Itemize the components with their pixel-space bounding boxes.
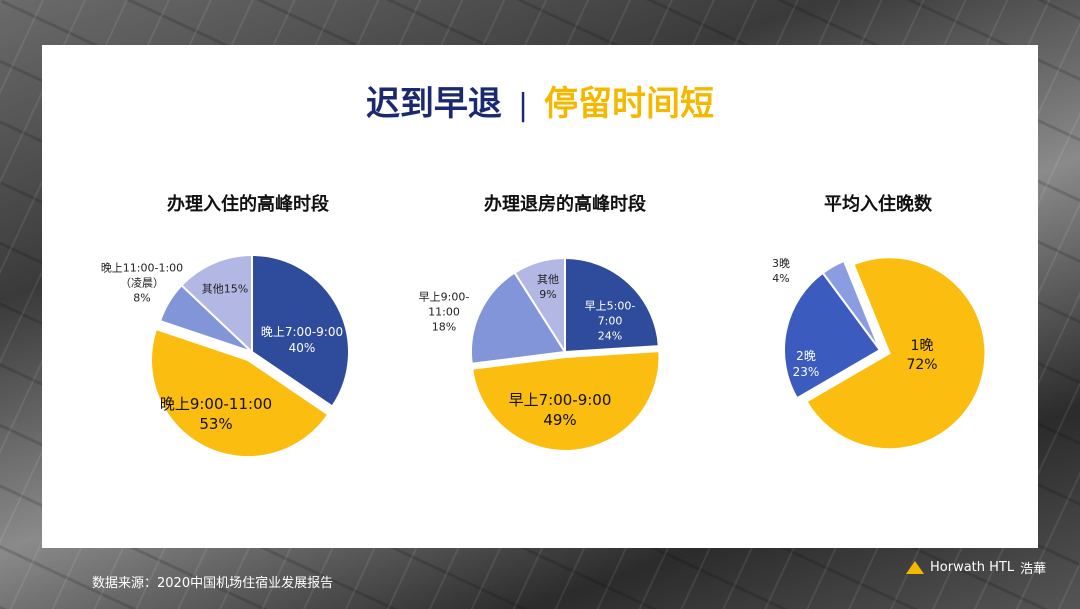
separator: | — [517, 88, 529, 123]
value-label: 23% — [792, 365, 820, 379]
value-label: 9% — [539, 288, 557, 301]
logo-text: Horwath HTL — [930, 560, 1015, 575]
slice-label: 1晚 72% — [906, 337, 937, 375]
category-label: 其他 — [201, 282, 224, 296]
value-label: 40% — [288, 341, 316, 355]
slice-label: 早上9:00- 11:00 18% — [419, 291, 470, 336]
slide-title: 迟到早退 | 停留时间短 — [0, 76, 1080, 125]
value-label: 15% — [223, 282, 249, 296]
category-label: 早上5:00- 7:00 — [584, 299, 636, 328]
value-label: 49% — [543, 411, 577, 429]
slice-label: 晚上11:00-1:00 （凌晨） 8% — [101, 262, 183, 307]
logo-icon — [906, 561, 924, 574]
slice-label: 2晚 23% — [793, 348, 820, 380]
slice-label: 晚上7:00-9:00 40% — [261, 324, 343, 356]
category-label: 晚上7:00-9:00 — [260, 324, 344, 339]
pie-slice — [470, 271, 567, 365]
category-label: 早上9:00- 11:00 — [418, 290, 470, 319]
category-label: 其他 — [537, 273, 559, 287]
chart-title: 办理入住的高峰时段 — [167, 194, 329, 215]
category-label: 1晚 — [910, 338, 934, 355]
pie-slice — [783, 271, 882, 400]
source: 数据来源：2020中国机场住宿业发展报告 — [92, 576, 334, 591]
pie-slice — [564, 256, 660, 354]
category-label: 3晚 — [772, 257, 790, 271]
chart-title: 平均入住晚数 — [824, 194, 932, 215]
value-label: 8% — [133, 291, 151, 305]
title-part: 停留时间短 — [544, 84, 715, 124]
pie-slice — [251, 253, 350, 408]
value-label: 18% — [431, 320, 457, 334]
logo-text: 浩華 — [1020, 562, 1047, 577]
pie-slice — [805, 256, 987, 451]
slice-label: 早上7:00-9:00 49% — [509, 390, 612, 431]
slice-label: 其他 9% — [537, 273, 559, 303]
pie-slice — [821, 259, 881, 351]
value-label: 24% — [597, 329, 623, 343]
category-label: 晚上9:00-11:00 — [159, 394, 273, 413]
pie-slice — [513, 256, 566, 356]
slice-label: 3晚 4% — [772, 257, 790, 287]
value-label: 72% — [906, 357, 938, 373]
logo: Horwath HTL 浩華 — [906, 558, 1046, 577]
value-label: 53% — [199, 415, 233, 433]
pie-slice — [150, 327, 330, 458]
slice-label: 其他15% — [202, 283, 248, 298]
category-label: 早上7:00-9:00 — [508, 390, 612, 409]
chart-title: 办理退房的高峰时段 — [484, 194, 646, 215]
slice-label: 早上5:00- 7:00 24% — [585, 300, 636, 345]
pie-slice — [180, 253, 253, 355]
value-label: 4% — [772, 272, 790, 285]
category-label: 2晚 — [796, 348, 816, 363]
slice-label: 晚上9:00-11:00 53% — [160, 394, 272, 435]
category-label: 晚上11:00-1:00 （凌晨） — [100, 261, 184, 290]
title-part: 迟到早退 — [365, 84, 502, 124]
pie-slice — [471, 350, 661, 452]
